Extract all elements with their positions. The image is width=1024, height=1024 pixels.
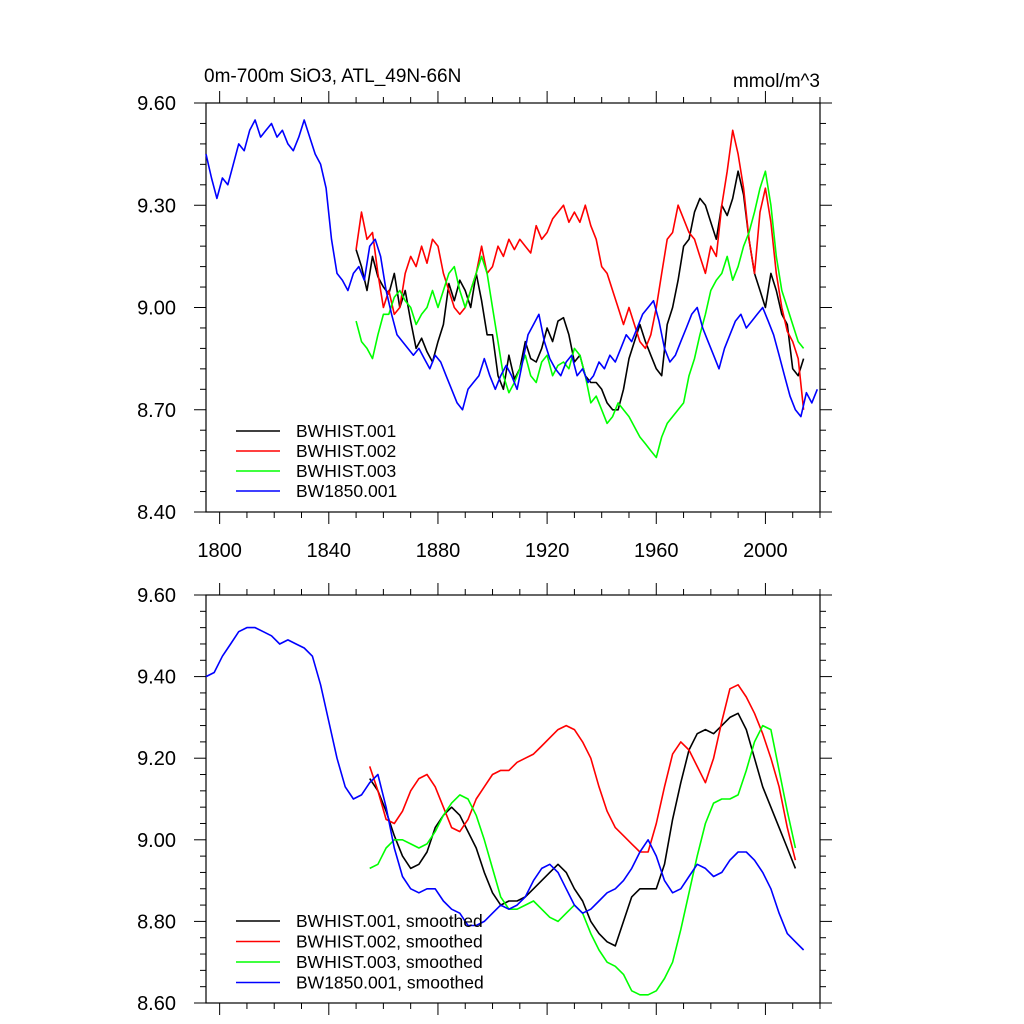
legend-label: BWHIST.001 bbox=[296, 421, 396, 441]
y-tick-label: 8.60 bbox=[137, 993, 176, 1015]
series-line-2 bbox=[355, 129, 805, 410]
y-tick-label: 8.40 bbox=[137, 502, 176, 524]
series-line-1 bbox=[355, 170, 805, 411]
plot-frame bbox=[205, 594, 821, 1004]
chart-title: 0m-700m SiO3, ATL_49N-66N bbox=[204, 66, 461, 87]
y-tick-label: 9.40 bbox=[137, 667, 176, 689]
x-tick-label: 1840 bbox=[307, 540, 352, 562]
x-tick-label: 1960 bbox=[634, 540, 679, 562]
legend-label: BWHIST.002, smoothed bbox=[296, 932, 483, 952]
series-line-2 bbox=[368, 683, 797, 861]
bottom-panel: 8.60 8.80 9.00 9.20 9.40 9.60 BWHIST.001, smoo… bbox=[137, 583, 832, 1015]
y-tick-label: 8.70 bbox=[137, 400, 176, 422]
x-tick-label: 1880 bbox=[416, 540, 461, 562]
units-label: mmol/m^3 bbox=[733, 71, 820, 92]
x-tick-label: 1800 bbox=[197, 540, 242, 562]
x-tick-label: 1920 bbox=[525, 540, 570, 562]
legend-label: BW1850.001 bbox=[296, 481, 397, 501]
y-tick-label: 8.80 bbox=[137, 911, 176, 933]
y-tick-label: 9.30 bbox=[137, 195, 176, 217]
legend-label: BWHIST.003, smoothed bbox=[296, 952, 483, 972]
y-tick-label: 9.00 bbox=[137, 298, 176, 320]
legend-label: BWHIST.002 bbox=[296, 441, 396, 461]
top-panel: 1800 1840 1880 1920 1960 2000 8.40 8.70 9.00 9.30… bbox=[137, 91, 832, 562]
series-line-4 bbox=[205, 119, 819, 418]
x-tick-label: 2000 bbox=[743, 540, 788, 562]
series-line-3 bbox=[355, 170, 805, 459]
y-tick-label: 9.60 bbox=[137, 585, 176, 607]
y-tick-label: 9.60 bbox=[137, 93, 176, 115]
legend-label: BW1850.001, smoothed bbox=[296, 973, 484, 993]
y-tick-label: 9.00 bbox=[137, 830, 176, 852]
legend-label: BWHIST.001, smoothed bbox=[296, 911, 483, 931]
legend-label: BWHIST.003 bbox=[296, 461, 396, 481]
y-tick-label: 9.20 bbox=[137, 748, 176, 770]
series-line-4 bbox=[205, 626, 805, 951]
